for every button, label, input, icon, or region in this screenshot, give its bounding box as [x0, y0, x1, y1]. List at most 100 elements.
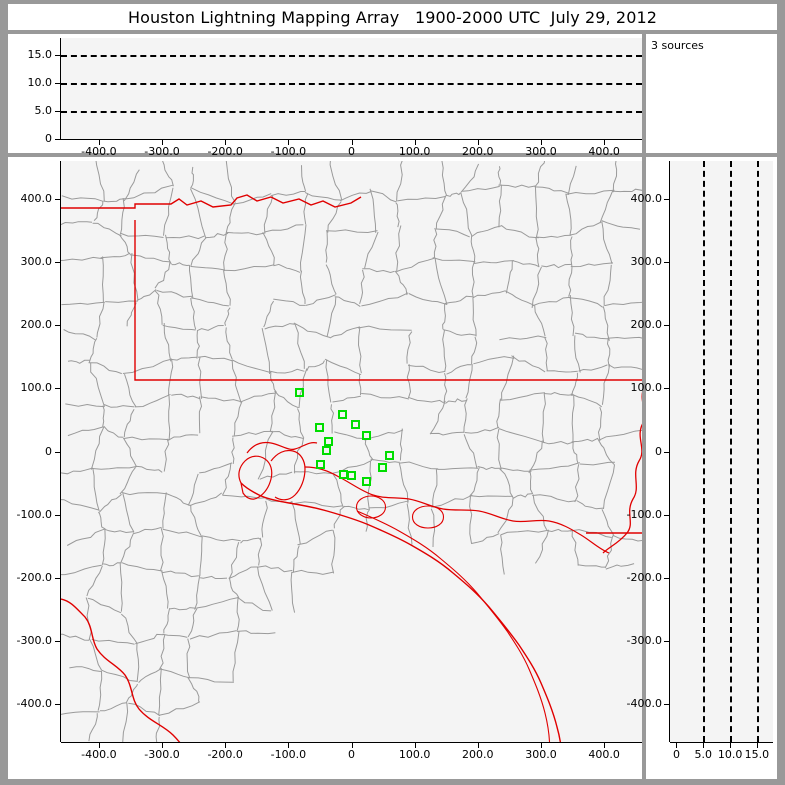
y-axis-tick-label: -200.0: [16, 570, 52, 584]
y-axis-tick-label: -100.0: [626, 507, 662, 521]
y-axis-tick: [664, 325, 670, 327]
x-axis-tick-label: 300.0: [525, 145, 557, 158]
x-axis-tick-label: -300.0: [144, 748, 180, 761]
source-count-panel: 3 sources: [646, 34, 777, 153]
x-axis-tick-label: 0: [348, 145, 355, 158]
source-count-label: 3 sources: [651, 39, 704, 52]
time-altitude-panel: 0 5.0 10.0 15.0 -400.0 -300.0 -200.0 -100.0 0 100…: [8, 34, 642, 158]
y-axis-tick: [664, 640, 670, 642]
station-marker: [350, 419, 360, 429]
y-axis-tick: [664, 262, 670, 264]
station-marker: [384, 451, 394, 461]
station-marker: [362, 430, 372, 440]
y-axis-tick: [55, 640, 61, 642]
gridline-vertical: [730, 161, 733, 742]
x-axis-tick: [414, 743, 416, 748]
station-marker: [347, 470, 356, 480]
y-axis-tick-label: -300.0: [16, 633, 52, 647]
y-axis-line: [60, 38, 61, 139]
y-axis-tick-label: -400.0: [16, 697, 52, 711]
y-axis-tick: [55, 325, 61, 327]
y-axis-tick-label: 400.0: [630, 191, 663, 205]
y-axis-tick: [55, 82, 61, 84]
y-axis-tick: [55, 262, 61, 264]
x-axis-tick-label: -100.0: [270, 145, 307, 158]
x-axis-tick: [162, 140, 164, 145]
y-axis-tick: [55, 704, 61, 706]
x-axis-tick-label: -100.0: [270, 748, 307, 761]
plan-view-map-panel: -400.0 -300.0 -200.0 -100.0 0 100.0 200.0 300.0…: [8, 157, 642, 779]
x-axis-tick-label: 0: [348, 748, 355, 761]
gridline-vertical: [756, 161, 759, 742]
x-axis-tick: [540, 140, 542, 145]
gridline-horizontal: [61, 54, 642, 57]
x-axis-tick: [756, 743, 758, 748]
altitude-histogram-panel: -400.0 -300.0 -200.0 -100.0 0 100.0 200.0 300.0…: [627, 157, 777, 779]
y-axis-tick-label: 200.0: [20, 318, 53, 332]
x-axis-tick: [703, 743, 705, 748]
x-axis-tick-label: 400.0: [588, 145, 620, 158]
x-axis-tick: [98, 140, 100, 145]
station-marker: [294, 388, 304, 398]
x-axis-tick: [225, 140, 227, 145]
y-axis-tick: [55, 139, 61, 140]
x-axis-tick: [288, 743, 290, 748]
y-axis-tick: [55, 54, 61, 56]
y-axis-tick-label: 300.0: [20, 255, 53, 269]
plan-view-map-plot-area: [61, 161, 642, 742]
x-axis-tick-label: -200.0: [207, 748, 243, 761]
station-marker: [324, 436, 334, 446]
y-axis-tick-label: -400.0: [626, 697, 662, 711]
y-axis-tick-label: 300.0: [630, 255, 663, 269]
x-axis-tick: [162, 743, 164, 748]
x-axis-tick-label: 300.0: [525, 748, 557, 761]
y-axis-tick-label: 0: [45, 132, 52, 145]
y-axis-tick-label: 100.0: [630, 381, 663, 395]
title-bar: Houston Lightning Mapping Array 1900-200…: [8, 4, 777, 30]
gridline-horizontal: [61, 82, 642, 85]
x-axis-tick: [676, 743, 678, 748]
y-axis-tick-label: 400.0: [20, 191, 53, 205]
x-axis-tick-label: -300.0: [144, 145, 180, 158]
x-axis-tick-label: -200.0: [207, 145, 243, 158]
y-axis-tick: [55, 514, 61, 516]
x-axis-line: [61, 742, 642, 743]
x-axis-tick: [225, 743, 227, 748]
station-marker: [361, 476, 371, 486]
y-axis-tick-label: 0: [45, 444, 52, 458]
x-axis-tick: [477, 743, 479, 748]
gridline-vertical: [703, 161, 706, 742]
x-axis-tick-label: -400.0: [81, 145, 117, 158]
station-marker: [321, 445, 331, 455]
y-axis-tick-label: 15.0: [27, 47, 53, 61]
station-marker: [315, 423, 325, 432]
altitude-histogram-plot-area: [670, 161, 773, 742]
y-axis-tick-label: -200.0: [626, 570, 662, 584]
y-axis-tick-label: -100.0: [16, 507, 52, 521]
y-axis-tick: [55, 577, 61, 579]
x-axis-tick-label: 15.0: [744, 748, 770, 761]
map-geography: [61, 161, 642, 742]
x-axis-tick: [288, 140, 290, 145]
y-axis-tick: [664, 198, 670, 200]
x-axis-tick-label: -400.0: [81, 748, 117, 761]
station-marker: [338, 409, 348, 419]
x-axis-line: [61, 139, 642, 140]
x-axis-tick: [604, 743, 606, 748]
x-axis-line: [670, 742, 773, 743]
x-axis-tick-label: 0: [672, 748, 680, 761]
y-axis-tick: [664, 514, 670, 516]
x-axis-tick: [351, 743, 353, 748]
y-axis-tick: [664, 388, 670, 390]
y-axis-tick: [55, 388, 61, 390]
x-axis-tick-label: 200.0: [462, 145, 494, 158]
x-axis-tick: [730, 743, 732, 748]
station-marker: [377, 463, 387, 473]
y-axis-tick-label: -300.0: [626, 633, 662, 647]
x-axis-tick-label: 400.0: [588, 748, 620, 761]
x-axis-tick-label: 100.0: [398, 145, 431, 158]
x-axis-tick: [414, 140, 416, 145]
station-marker: [316, 460, 326, 470]
y-axis-tick: [664, 577, 670, 579]
time-altitude-plot-area: [61, 38, 642, 139]
